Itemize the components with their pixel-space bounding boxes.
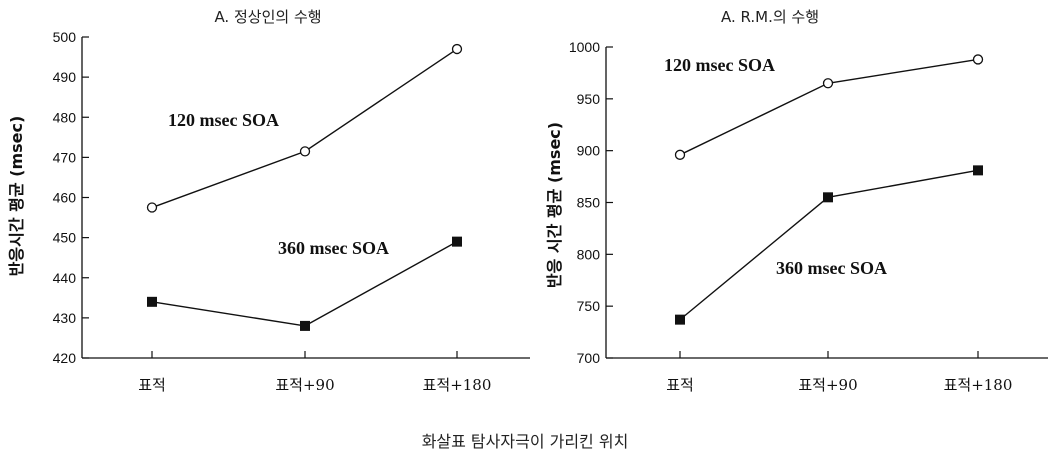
x-ticks: 표적 표적+90 표적+180 [138, 351, 491, 394]
data-point-open-circle [822, 78, 834, 89]
x-tick-label: 표적+90 [275, 376, 334, 394]
x-axis-label: 화살표 탐사자극이 가리킨 위치 [422, 432, 629, 451]
data-point-filled-square [147, 296, 157, 307]
y-ticks: 420 430 440 450 460 470 480 490 500 [53, 29, 89, 366]
data-point-filled-square [675, 314, 685, 325]
x-tick-label: 표적+90 [798, 376, 857, 394]
series-label-120: 120 msec SOA [168, 110, 279, 130]
x-tick-label: 표적 [138, 376, 166, 394]
panel-title: A. R.M.의 수행 [721, 8, 819, 26]
y-tick-label: 480 [53, 109, 77, 125]
y-tick-label: 440 [53, 270, 77, 286]
y-tick-label: 1000 [569, 39, 600, 55]
series-markers [674, 54, 984, 325]
y-tick-label: 800 [577, 246, 601, 262]
data-point-open-circle [972, 54, 984, 65]
data-point-open-circle [451, 43, 463, 55]
y-tick-label: 420 [53, 350, 77, 366]
panel-rm-performance: A. R.M.의 수행 반응 시간 평균 (msec) 700 750 800 850… [545, 8, 1048, 394]
y-tick-label: 700 [577, 350, 601, 366]
y-tick-label: 470 [53, 149, 77, 165]
y-tick-label: 750 [577, 298, 601, 314]
x-tick-label: 표적+180 [423, 376, 492, 394]
data-point-filled-square [973, 165, 983, 176]
x-tick-label: 표적+180 [944, 376, 1013, 394]
y-tick-label: 450 [53, 230, 77, 246]
x-tick-label: 표적 [666, 376, 694, 394]
y-tick-label: 490 [53, 69, 77, 85]
y-tick-label: 900 [577, 143, 601, 159]
y-tick-label: 950 [577, 91, 601, 107]
y-axis-label: 반응 시간 평균 (msec) [545, 122, 564, 288]
y-ticks: 700 750 800 850 900 950 1000 [569, 39, 613, 366]
panel-normal-performance: A. 정상인의 수행 반응시간 평균 (msec) 420 430 440 450 46… [7, 8, 530, 394]
y-tick-label: 500 [53, 29, 77, 45]
data-point-filled-square [823, 192, 833, 203]
data-point-filled-square [300, 320, 310, 331]
series-lines [151, 48, 458, 327]
series-lines [679, 58, 979, 321]
data-point-open-circle [674, 149, 686, 160]
series-label-360: 360 msec SOA [278, 238, 389, 258]
panel-title: A. 정상인의 수행 [214, 8, 321, 26]
y-tick-label: 460 [53, 190, 77, 206]
series-label-120: 120 msec SOA [664, 55, 775, 75]
y-tick-label: 430 [53, 310, 77, 326]
data-point-open-circle [299, 146, 311, 157]
y-axis-label: 반응시간 평균 (msec) [7, 116, 26, 277]
data-point-filled-square [452, 236, 462, 247]
series-label-360: 360 msec SOA [776, 258, 887, 278]
series-markers [146, 43, 463, 331]
data-point-open-circle [146, 202, 158, 213]
x-ticks: 표적 표적+90 표적+180 [666, 351, 1012, 394]
y-tick-label: 850 [577, 195, 601, 211]
